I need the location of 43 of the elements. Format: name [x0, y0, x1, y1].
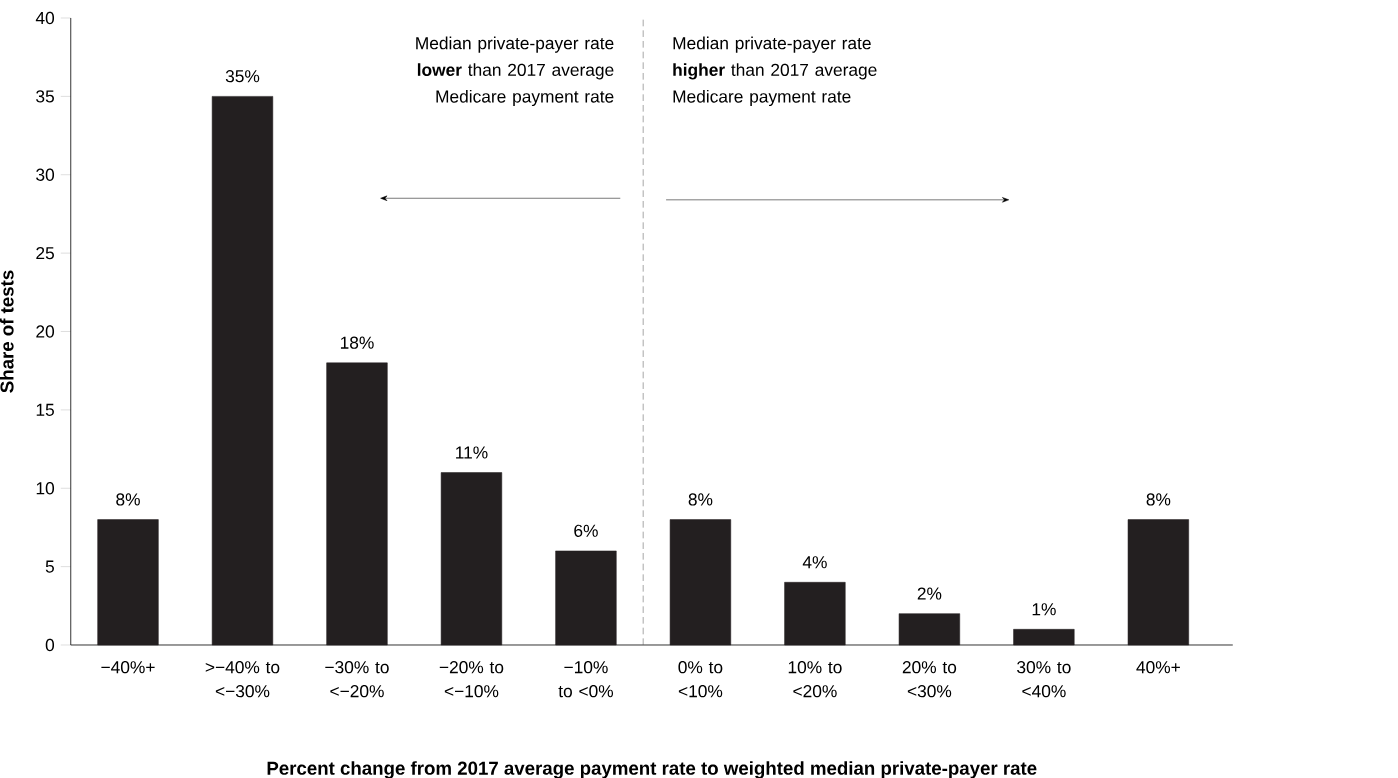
data-label: 2% — [917, 587, 942, 600]
bar — [555, 550, 617, 646]
annotation: Median private-payer rate higher than 2017 average Medicare payment rate — [673, 36, 877, 107]
data-label: 8% — [1146, 493, 1171, 506]
y-tick-label: 15 — [36, 403, 54, 416]
x-tick-label: −10% to <0% — [558, 661, 614, 698]
x-tick-label: −20% to <−10% — [439, 661, 504, 698]
y-tick-label: 25 — [36, 246, 54, 260]
data-label: 8% — [116, 493, 140, 506]
data-label: 35% — [225, 70, 260, 83]
data-label: 4% — [802, 556, 827, 569]
bar — [211, 96, 274, 646]
data-label: 6% — [574, 524, 598, 537]
bar — [784, 582, 846, 646]
y-tick-label: 10 — [36, 482, 55, 495]
data-label: 8% — [688, 493, 713, 506]
y-tick-label: 40 — [35, 11, 55, 25]
x-tick-label: 30% to <40% — [1017, 661, 1071, 698]
x-axis-title: Percent change from 2017 average payment rate to weighted median private-payer rate — [267, 761, 1037, 778]
x-tick-label: −30% to <−20% — [325, 661, 389, 698]
bar — [440, 472, 503, 646]
y-tick-label: 0 — [45, 638, 55, 652]
data-label: 18% — [340, 336, 374, 349]
x-tick-label: −40%+ — [101, 661, 155, 674]
bar — [669, 519, 732, 646]
x-tick-label: 10% to <20% — [788, 661, 842, 698]
bar — [1127, 519, 1189, 646]
y-tick-label: 5 — [45, 560, 54, 573]
bar — [97, 519, 159, 646]
y-tick-label: 20 — [36, 325, 55, 338]
x-tick-label: 0% to <10% — [678, 661, 723, 698]
x-tick-label: 20% to <30% — [902, 661, 957, 698]
data-label: 11% — [456, 446, 488, 459]
y-axis-title: Share of tests — [0, 270, 14, 393]
y-tick-label: 35 — [36, 90, 54, 103]
x-tick-label: >−40% to <−30% — [205, 661, 280, 698]
y-tick-label: 30 — [36, 168, 55, 181]
bar — [326, 362, 388, 646]
x-tick-label: 40%+ — [1136, 661, 1180, 674]
bar — [1013, 629, 1075, 646]
data-label: 1% — [1032, 603, 1056, 616]
bar — [898, 613, 961, 646]
annotation: Median private-payer rate lower than 2017 average Medicare payment rate — [416, 36, 614, 107]
